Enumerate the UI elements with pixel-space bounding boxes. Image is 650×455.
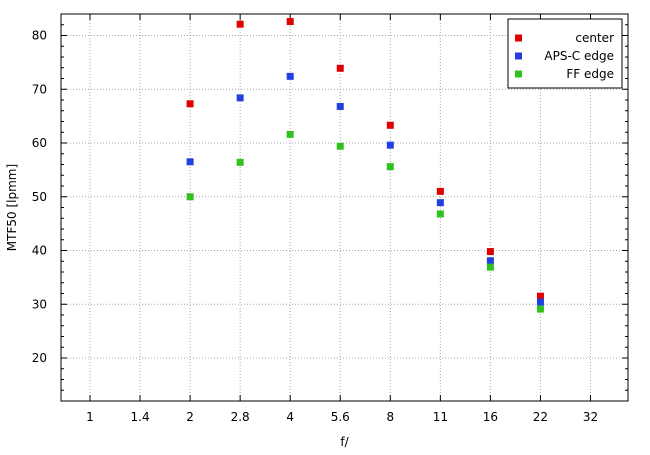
x-tick-label: 2.8 <box>231 410 250 424</box>
point-aps-c-edge <box>486 257 494 265</box>
point-ff-edge <box>236 158 244 166</box>
data-points <box>186 18 544 313</box>
legend-label-center: center <box>575 31 614 45</box>
y-tick-label: 70 <box>32 82 47 96</box>
point-ff-edge <box>436 210 444 218</box>
point-aps-c-edge <box>186 158 194 166</box>
x-tick-label: 5.6 <box>331 410 350 424</box>
point-ff-edge <box>386 163 394 171</box>
x-tick-label: 4 <box>286 410 294 424</box>
point-ff-edge <box>536 305 544 313</box>
point-center <box>386 121 394 129</box>
point-aps-c-edge <box>286 72 294 80</box>
y-tick-label: 80 <box>32 29 47 43</box>
x-tick-label: 11 <box>433 410 448 424</box>
x-axis-ticks: 1 1.4 2 2.8 4 5.6 8 11 16 22 32 <box>86 14 598 424</box>
point-center <box>236 20 244 28</box>
y-tick-label: 50 <box>32 190 47 204</box>
x-tick-label: 1 <box>86 410 94 424</box>
point-ff-edge <box>336 142 344 150</box>
point-aps-c-edge <box>336 102 344 110</box>
y-tick-label: 40 <box>32 244 47 258</box>
x-tick-label: 1.4 <box>131 410 150 424</box>
point-aps-c-edge <box>236 94 244 102</box>
plot-frame <box>60 13 629 402</box>
y-axis-ticks: 20 30 40 50 60 70 80 <box>32 29 628 365</box>
x-tick-label: 16 <box>483 410 498 424</box>
y-tick-label: 30 <box>32 297 47 311</box>
point-ff-edge <box>486 263 494 271</box>
x-tick-label: 2 <box>186 410 194 424</box>
y-axis-label: MTF50 [lpmm] <box>5 164 19 251</box>
point-center <box>186 100 194 108</box>
y-tick-label: 60 <box>32 136 47 150</box>
point-aps-c-edge <box>536 298 544 306</box>
x-tick-label: 22 <box>533 410 548 424</box>
legend-box <box>507 18 623 89</box>
x-tick-label: 8 <box>386 410 394 424</box>
point-aps-c-edge <box>436 199 444 207</box>
legend-label-aps-c-edge: APS-C edge <box>544 49 614 63</box>
point-center <box>286 18 294 26</box>
point-center <box>336 64 344 72</box>
legend-label-ff-edge: FF edge <box>566 67 614 81</box>
point-center <box>486 248 494 256</box>
legend-swatch-center <box>515 34 522 42</box>
legend: center APS-C edge FF edge <box>507 18 623 89</box>
point-ff-edge <box>286 130 294 138</box>
point-center <box>436 187 444 195</box>
x-axis-label: f/ <box>340 435 349 449</box>
legend-swatch-ff-edge <box>515 70 522 78</box>
legend-swatch-aps-c-edge <box>515 52 522 60</box>
point-center <box>536 292 544 300</box>
y-tick-label: 20 <box>32 351 47 365</box>
point-aps-c-edge <box>386 141 394 149</box>
x-tick-label: 32 <box>583 410 598 424</box>
point-ff-edge <box>186 193 194 201</box>
